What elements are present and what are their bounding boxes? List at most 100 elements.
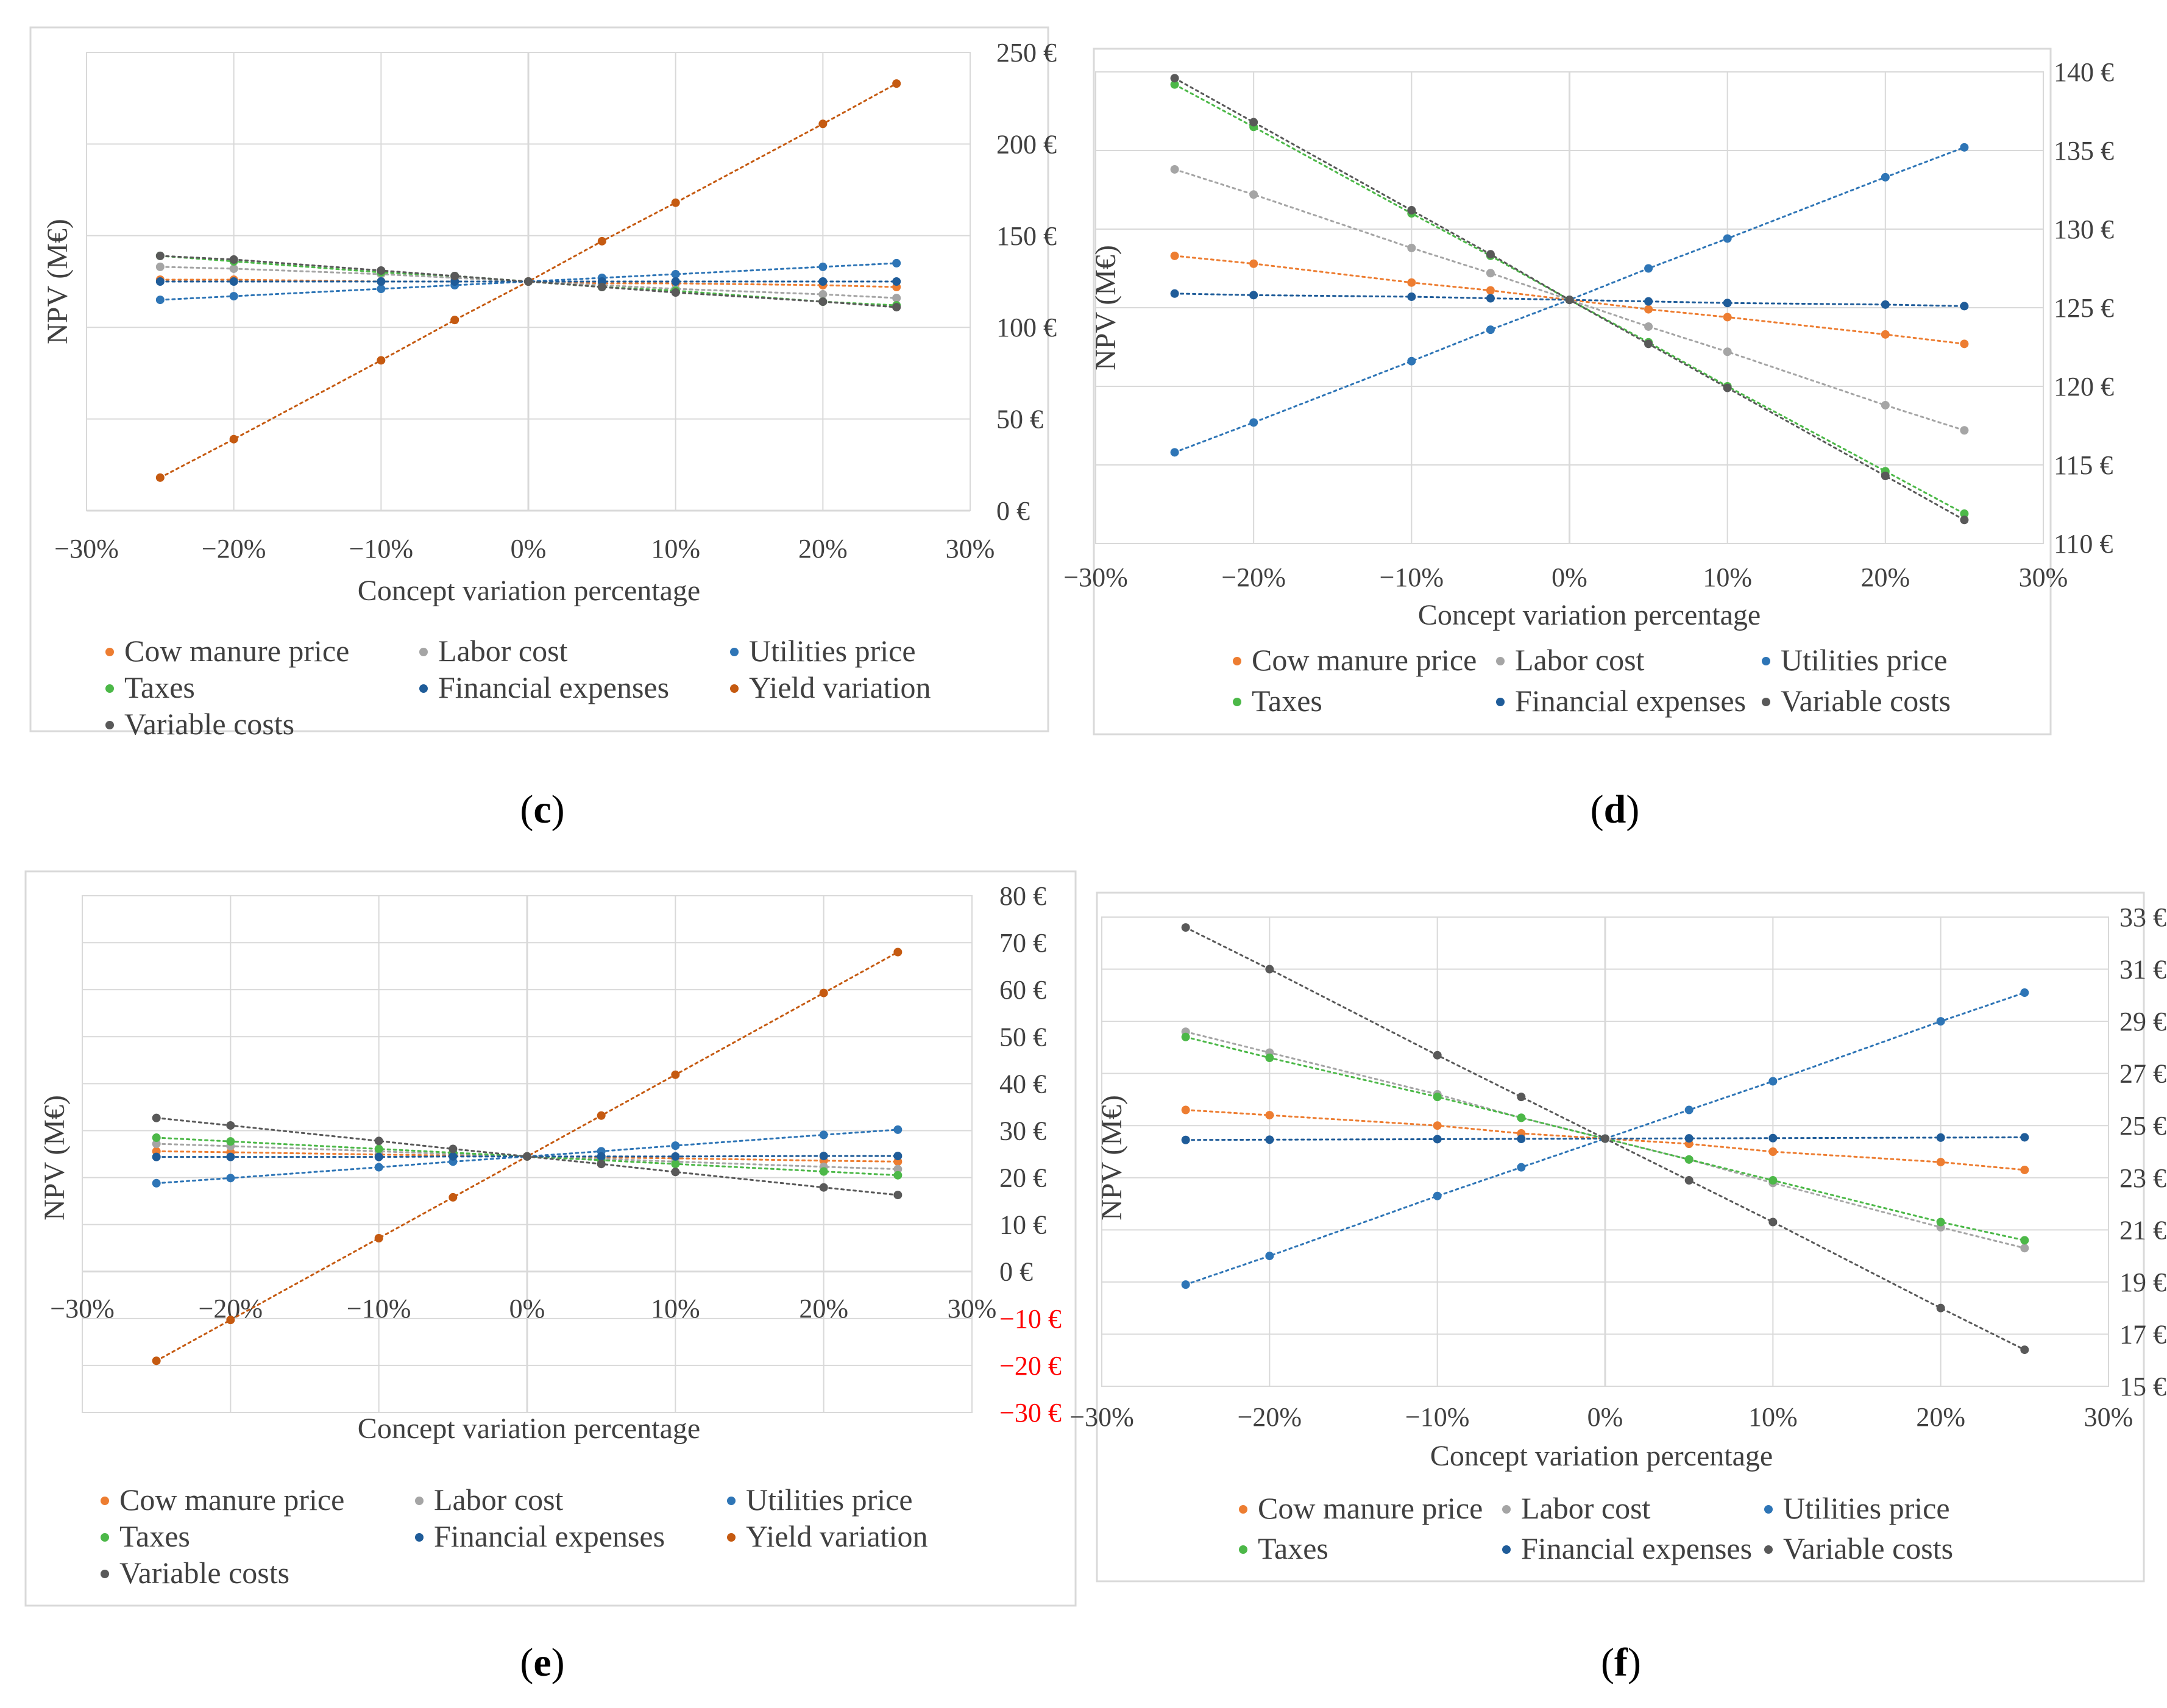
legend-marker (105, 648, 114, 656)
data-point (374, 1136, 383, 1146)
legend-label: Financial expenses (1515, 684, 1746, 718)
legend-label: Yield variation (749, 670, 931, 704)
data-point (671, 1168, 680, 1177)
y-tick-label: 23 € (2119, 1163, 2166, 1193)
y-tick-label: 110 € (2054, 529, 2113, 559)
panel-label: (f) (1601, 1640, 1641, 1685)
legend-marker (101, 1497, 109, 1505)
x-tick-label: −10% (1405, 1402, 1469, 1432)
data-point (374, 1163, 383, 1172)
legend-label: Variable costs (119, 1556, 289, 1590)
legend-label: Cow manure price (124, 634, 349, 668)
data-point (1170, 74, 1179, 83)
x-tick-label: 0% (511, 534, 547, 564)
legend-label: Cow manure price (1258, 1491, 1483, 1525)
data-point (892, 294, 901, 303)
panel-label-letter: d (1604, 787, 1626, 832)
data-point (1684, 1176, 1694, 1185)
data-point (1768, 1176, 1778, 1185)
data-point (597, 283, 606, 292)
data-point (1881, 400, 1890, 409)
data-point (1170, 165, 1179, 174)
data-point (819, 1183, 828, 1192)
x-tick-label: −10% (347, 1294, 411, 1324)
data-point (1936, 1303, 1945, 1313)
x-tick-label: 0% (509, 1294, 545, 1324)
legend-label: Variable costs (1783, 1531, 1953, 1565)
legend-label: Cow manure price (1252, 643, 1477, 677)
data-point (1433, 1191, 1442, 1200)
y-tick-label: 25 € (2119, 1111, 2166, 1141)
data-point (1723, 347, 1732, 356)
legend-marker (1239, 1505, 1247, 1514)
legend-marker (730, 684, 739, 693)
data-point (1517, 1113, 1526, 1122)
legend-marker (1502, 1545, 1511, 1554)
data-point (1486, 294, 1495, 303)
data-point (155, 296, 165, 305)
legend-label: Variable costs (124, 707, 294, 741)
panel-d: 110 € 115 € 120 € 125 € 130 € 135 € 140 € −30% −… (1063, 48, 2114, 832)
series-variable-costs (155, 251, 901, 312)
panel-label: (d) (1591, 787, 1640, 832)
data-point (449, 1152, 458, 1161)
data-point (152, 1356, 161, 1366)
legend-marker (1239, 1545, 1247, 1554)
x-tick-label: −20% (202, 534, 266, 564)
x-tick-label: −30% (1069, 1402, 1133, 1432)
legend-label: Labor cost (1515, 643, 1645, 677)
data-point (450, 316, 459, 325)
data-point (1265, 1135, 1274, 1144)
panel-label-letter: e (533, 1640, 551, 1685)
y-tick-label: 31 € (2119, 955, 2166, 985)
y-tick-label: 60 € (999, 975, 1046, 1005)
data-point (819, 1152, 828, 1161)
data-point (229, 292, 238, 301)
legend-marker (1762, 698, 1770, 706)
data-point (2020, 1165, 2029, 1174)
data-point (374, 1144, 383, 1153)
legend-marker (105, 684, 114, 693)
data-point (671, 1160, 680, 1169)
data-point (1170, 448, 1179, 457)
data-point (671, 1152, 680, 1161)
data-point (671, 1070, 680, 1079)
data-point (524, 277, 533, 286)
y-tick-label: 50 € (996, 405, 1043, 434)
panel-label-letter: c (533, 787, 551, 832)
data-point (892, 258, 901, 268)
data-point (1249, 259, 1258, 268)
data-point (1407, 356, 1416, 366)
series-line (155, 1155, 899, 1158)
x-tick-label: −30% (50, 1294, 114, 1324)
data-point (229, 434, 238, 444)
data-point (818, 262, 828, 271)
y-tick-label: 30 € (999, 1116, 1046, 1146)
y-tick-label: 40 € (999, 1069, 1046, 1099)
legend: Cow manure price Labor cost Utilities pric… (105, 634, 931, 741)
series-variable-costs (1181, 923, 2029, 1355)
data-point (152, 1139, 161, 1149)
x-axis-title: Concept variation percentage (1430, 1440, 1773, 1472)
legend-marker (419, 648, 428, 656)
y-tick-label: 15 € (2119, 1372, 2166, 1401)
series-line (1185, 1036, 2026, 1241)
y-tick-label: 100 € (996, 313, 1057, 342)
legend-marker (101, 1533, 109, 1542)
data-point (2020, 1345, 2029, 1355)
data-point (152, 1178, 161, 1188)
x-tick-label: 0% (1587, 1402, 1623, 1432)
legend-marker (727, 1497, 736, 1505)
data-point (597, 1160, 606, 1169)
data-point (155, 262, 165, 271)
data-point (1181, 1135, 1190, 1144)
y-tick-label: 19 € (2119, 1267, 2166, 1297)
data-point (1181, 1105, 1190, 1114)
y-tick-label: 125 € (2054, 293, 2114, 323)
y-tick-label: 130 € (2054, 214, 2114, 244)
legend: Cow manure price Labor cost Utilities pric… (1239, 1491, 1953, 1565)
data-point (893, 1152, 903, 1161)
chart-frame (1096, 891, 2145, 1582)
series-line (159, 255, 898, 308)
panel-label-letter: f (1614, 1640, 1628, 1685)
